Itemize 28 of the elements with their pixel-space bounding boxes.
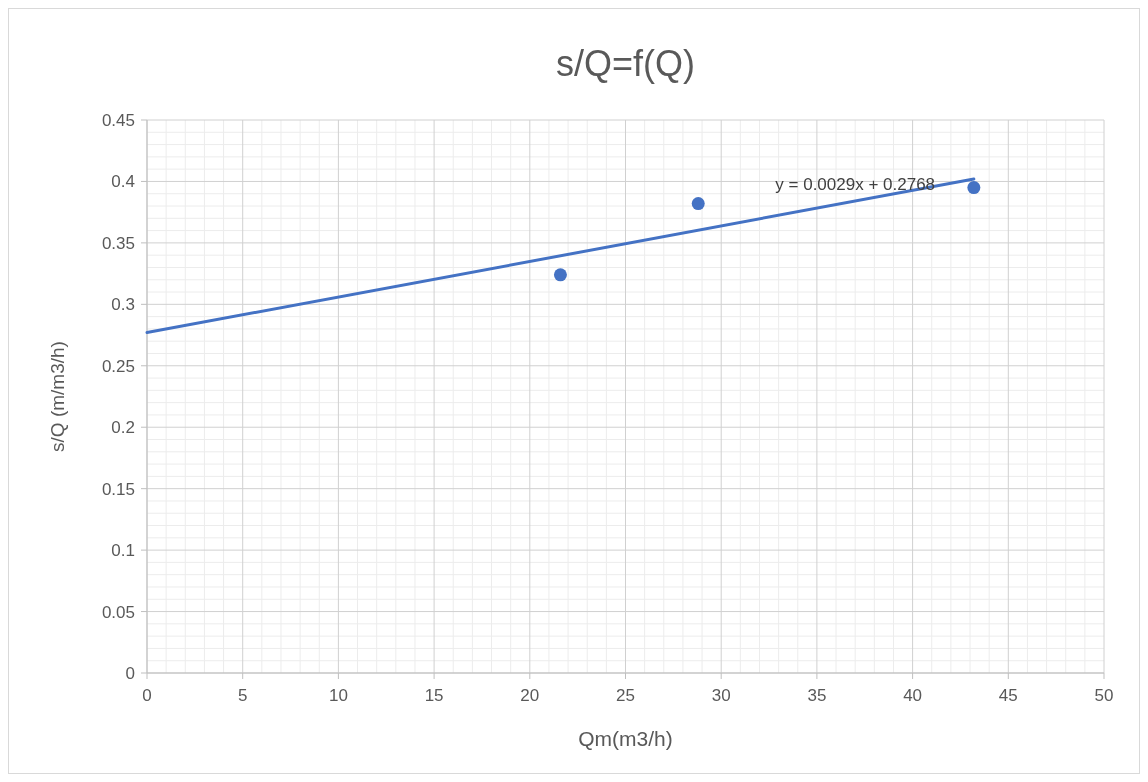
x-tick-label: 40 bbox=[903, 686, 923, 705]
y-tick-label: 0.05 bbox=[101, 602, 135, 622]
y-axis-title: s/Q (m/m3/h) bbox=[47, 341, 68, 452]
chart-title: s/Q=f(Q) bbox=[555, 43, 696, 84]
x-tick-label: 50 bbox=[1094, 686, 1114, 705]
point bbox=[553, 268, 567, 282]
x-tick-label: 20 bbox=[520, 686, 540, 705]
x-tick-label: 0 bbox=[142, 686, 152, 705]
x-tick-label: 10 bbox=[328, 686, 348, 705]
y-tick-label: 0.3 bbox=[111, 295, 135, 315]
point bbox=[691, 197, 705, 211]
x-tick-label: 45 bbox=[998, 686, 1018, 705]
y-tick-label: 0.4 bbox=[111, 172, 135, 192]
x-tick-label: 15 bbox=[424, 686, 444, 705]
y-tick-label: 0.15 bbox=[101, 479, 135, 499]
x-tick-label: 35 bbox=[807, 686, 827, 705]
x-axis-title: Qm(m3/h) bbox=[578, 727, 673, 750]
x-tick-label: 30 bbox=[711, 686, 731, 705]
y-tick-label: 0.35 bbox=[101, 233, 135, 253]
y-tick-label: 0.25 bbox=[101, 356, 135, 376]
y-tick-label: 0.45 bbox=[101, 110, 135, 130]
point bbox=[967, 181, 981, 195]
y-tick-label: 0.2 bbox=[111, 418, 135, 438]
y-tick-label: 0.1 bbox=[111, 541, 135, 561]
y-tick-label: 0 bbox=[125, 663, 135, 683]
x-tick-label: 25 bbox=[616, 686, 635, 705]
annotation: y = 0.0029x + 0.2768 bbox=[775, 174, 936, 194]
x-tick-label: 5 bbox=[237, 686, 248, 705]
